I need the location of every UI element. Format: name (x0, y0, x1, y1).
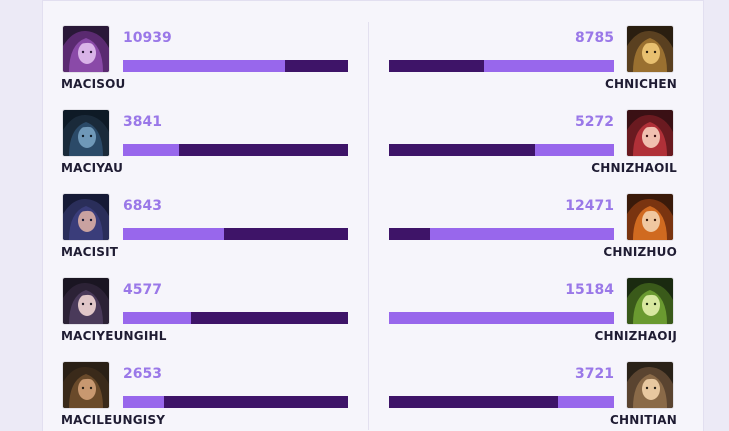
damage-value: 3721 (575, 366, 614, 382)
player-avatar[interactable] (627, 110, 673, 156)
player-avatar[interactable] (627, 362, 673, 408)
damage-bar (389, 396, 614, 408)
player-avatar[interactable] (63, 26, 109, 72)
red-haired-champion-icon (627, 110, 673, 156)
player-avatar[interactable] (627, 194, 673, 240)
damage-bar (123, 396, 348, 408)
player-avatar[interactable] (627, 26, 673, 72)
damage-value: 4577 (123, 282, 162, 298)
player-name: CHNITIAN (610, 413, 677, 427)
damage-value: 8785 (575, 30, 614, 46)
blue-haired-champion-icon (63, 194, 109, 240)
player-name: MACIYAU (61, 161, 124, 175)
damage-value: 15184 (565, 282, 614, 298)
damage-value: 6843 (123, 198, 162, 214)
dark-haired-champion-icon (63, 278, 109, 324)
golden-warrior-champion-icon (627, 26, 673, 72)
damage-bar-fill (535, 144, 614, 156)
damage-bar-fill (483, 60, 614, 72)
player-name: MACIYEUNGIHL (61, 329, 167, 343)
damage-bar (123, 312, 348, 324)
damage-value: 2653 (123, 366, 162, 382)
damage-bar-fill (123, 396, 164, 408)
damage-bar-fill (123, 144, 180, 156)
damage-bar (123, 228, 348, 240)
player-avatar[interactable] (63, 110, 109, 156)
damage-value: 10939 (123, 30, 172, 46)
damage-value: 3841 (123, 114, 162, 130)
damage-bar (389, 228, 614, 240)
player-avatar[interactable] (63, 278, 109, 324)
damage-bar (389, 60, 614, 72)
player-avatar[interactable] (63, 362, 109, 408)
player-name: CHNIZHAOIL (591, 161, 677, 175)
damage-bar-fill (123, 228, 225, 240)
dark-helmet-champion-icon (63, 110, 109, 156)
player-avatar[interactable] (63, 194, 109, 240)
player-name: MACISIT (61, 245, 119, 259)
damage-bar-fill (389, 312, 614, 324)
damage-bar (123, 60, 348, 72)
damage-bar-fill (557, 396, 614, 408)
player-name: MACISOU (61, 77, 126, 91)
damage-value: 5272 (575, 114, 614, 130)
damage-bar-fill (123, 60, 285, 72)
orange-haired-champion-icon (627, 194, 673, 240)
player-name: CHNIZHAOIJ (594, 329, 677, 343)
tan-champion-icon (627, 362, 673, 408)
damage-bar-fill (123, 312, 191, 324)
brown-haired-champion-icon (63, 362, 109, 408)
damage-bar (389, 312, 614, 324)
damage-bar (123, 144, 348, 156)
damage-bar-fill (429, 228, 614, 240)
team-divider (368, 22, 369, 430)
damage-bar (389, 144, 614, 156)
damage-value: 12471 (565, 198, 614, 214)
player-name: MACILEUNGISY (61, 413, 166, 427)
player-name: CHNICHEN (604, 77, 677, 91)
purple-haired-champion-icon (63, 26, 109, 72)
player-avatar[interactable] (627, 278, 673, 324)
player-name: CHNIZHUO (603, 245, 677, 259)
green-tinted-champion-icon (627, 278, 673, 324)
